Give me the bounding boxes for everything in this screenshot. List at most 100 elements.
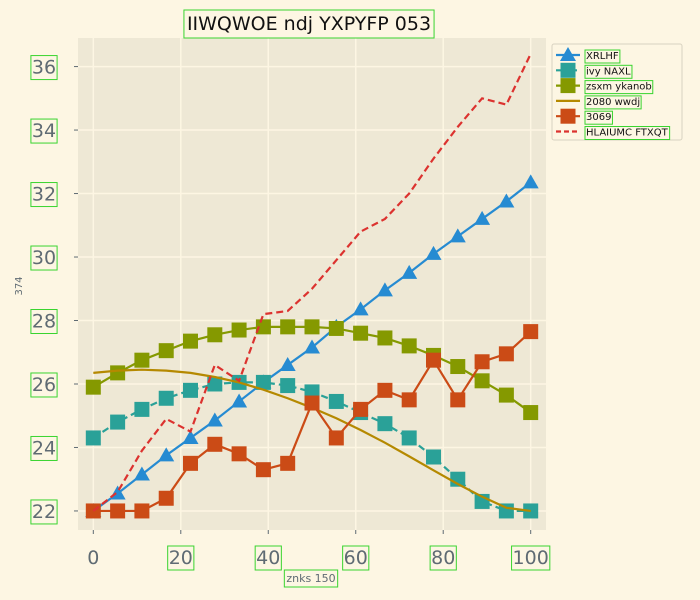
legend-label: ivy NAXL [586,66,631,77]
y-tick-label: 34 [32,120,56,142]
data-point [158,390,174,406]
data-point [134,401,150,417]
data-point [158,343,174,359]
x-tick-label-box [511,545,551,571]
legend-entry: zsxm ykanob [556,78,654,95]
y-tick-label-box [30,372,58,398]
data-point [353,401,369,417]
y-tick-label: 32 [32,184,56,206]
data-point [231,446,247,462]
data-point [498,346,514,362]
x-tick-label-box [167,545,195,571]
data-point [426,352,442,368]
data-point [304,395,320,411]
data-point [523,405,539,421]
data-point [522,174,539,189]
y-tick-label-box [30,182,58,208]
data-point [377,382,393,398]
legend-label: zsxm ykanob [586,82,652,93]
data-point [255,374,271,390]
data-point [182,429,199,444]
x-tick-label: 40 [256,547,280,569]
data-point [85,430,101,446]
y-tick-label: 28 [32,311,56,333]
data-point [560,78,576,94]
legend-label-box [584,49,621,64]
legend-label-box [584,95,642,110]
y-axis-label: 374 [14,276,25,295]
y-tick-label-box [30,499,58,525]
data-point [133,466,150,481]
data-point [353,325,369,341]
data-point [449,228,466,243]
data-point [158,447,175,462]
legend-label-box [584,126,671,140]
data-point [450,392,466,408]
data-point [523,324,539,340]
data-point [280,378,296,394]
data-point [474,373,490,389]
data-point [110,503,126,519]
y-tick-label-box [30,118,58,144]
x-tick-label: 100 [513,547,549,569]
data-point [158,490,174,506]
legend-entry: ivy NAXL [556,62,633,79]
x-axis-label-box [283,569,339,588]
data-point [280,455,296,471]
data-point [134,352,150,368]
series-5 [85,324,539,519]
data-point [401,338,417,354]
data-point [304,339,320,354]
data-point [328,320,344,336]
x-tick-label: 20 [169,547,193,569]
data-point [182,333,198,349]
legend-label: XRLHF [586,51,619,62]
x-tick-label: 80 [431,547,455,569]
data-point [182,382,198,398]
data-point [231,322,247,338]
data-point [474,354,490,370]
data-point [328,430,344,446]
data-point [207,436,223,452]
data-point [182,455,198,471]
y-tick-label-box [30,309,58,335]
chart-title: IIWQWOE ndj YXPYFP 053 [187,13,431,35]
chart-title-box [183,9,435,39]
x-tick-label-box [342,545,370,571]
plot-background [78,38,546,530]
x-tick-label-box [254,545,282,571]
data-point [255,462,271,478]
legend: XRLHF ivy NAXL zsxm ykanob 2080 wwdj 3069 HLA… [551,43,683,141]
data-point [255,319,271,335]
data-point [401,430,417,446]
data-point [206,412,223,427]
legend-entry: 2080 wwdj [556,95,642,110]
data-point [425,245,442,260]
y-tick-label: 22 [32,501,56,523]
data-point [401,264,418,279]
y-tick-label: 24 [32,437,56,459]
data-point [207,327,223,343]
data-point [426,449,442,465]
series-6 [92,53,532,512]
data-point [498,193,515,208]
legend-label-box [584,80,654,95]
data-point [328,393,344,409]
y-tick-label-box [30,435,58,461]
data-point [377,330,393,346]
legend-entry: 3069 [556,108,613,125]
y-tick-label: 36 [32,57,56,79]
data-point [352,301,369,316]
data-point [450,359,466,375]
x-axis-label: znks 150 [286,572,335,585]
x-tick-label: 0 [87,547,99,569]
data-point [110,414,126,430]
x-tick-label-box [429,545,457,571]
data-point [474,210,491,225]
data-point [560,108,576,124]
data-point [207,376,223,392]
x-tick-label: 60 [344,547,368,569]
data-point [280,319,296,335]
